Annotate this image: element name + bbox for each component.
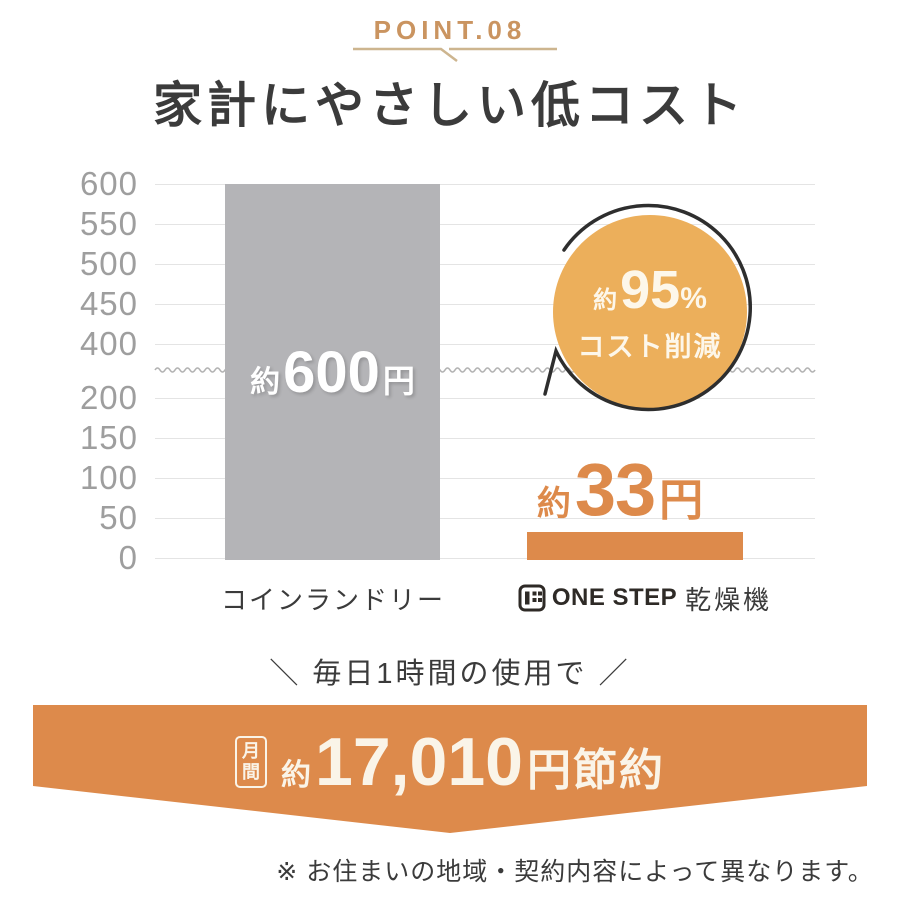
y-axis-tick-label: 50 bbox=[99, 499, 138, 536]
notch-divider-line bbox=[353, 47, 557, 62]
badge-percentage-line: 約 95 % bbox=[593, 259, 707, 321]
usage-condition-note: ＼ 毎日1時間の使用で ／ bbox=[0, 650, 900, 692]
page-title: 家計にやさしい低コスト bbox=[152, 79, 747, 133]
axis-break-wave bbox=[154, 367, 816, 373]
y-axis-tick-label: 600 bbox=[79, 165, 138, 202]
y-axis-tick-label: 500 bbox=[79, 245, 138, 282]
gridline bbox=[155, 478, 815, 479]
value-prefix: 約 bbox=[536, 485, 571, 523]
brand-name: ONE STEP bbox=[551, 584, 678, 611]
gridline bbox=[155, 304, 815, 305]
badge-prefix: 約 bbox=[593, 286, 618, 314]
gridline bbox=[155, 398, 815, 399]
badge-value: 95 bbox=[620, 259, 681, 320]
slash-right: ／ bbox=[598, 658, 631, 690]
amount-suffix: 円節約 bbox=[526, 746, 665, 795]
y-axis-tick-label: 550 bbox=[79, 205, 138, 242]
usage-text: 毎日1時間の使用で bbox=[301, 658, 599, 690]
gridline bbox=[155, 438, 815, 439]
disclaimer-footnote: ※ お住まいの地域・契約内容によって異なります。 bbox=[276, 858, 874, 886]
period-char: 間 bbox=[242, 762, 260, 782]
savings-amount-line: 約 17,010 円節約 bbox=[281, 723, 665, 801]
y-axis-tick-label: 100 bbox=[79, 459, 138, 496]
gridline bbox=[155, 344, 815, 345]
gridline bbox=[155, 558, 815, 559]
gridline bbox=[155, 224, 815, 225]
gridline bbox=[155, 518, 815, 519]
value-number: 600 bbox=[283, 339, 380, 405]
bar-one-step-dryer-value: 約 33 円 bbox=[495, 447, 745, 532]
period-char: 月 bbox=[242, 741, 260, 761]
savings-banner-text: 月 間 約 17,010 円節約 bbox=[0, 724, 900, 800]
gridline bbox=[155, 264, 815, 265]
badge-unit: % bbox=[680, 281, 707, 315]
y-axis-tick-label: 200 bbox=[79, 379, 138, 416]
brand-suffix: 乾燥機 bbox=[685, 584, 773, 615]
amount-value: 17,010 bbox=[315, 724, 523, 800]
y-axis-tick-label: 0 bbox=[118, 539, 138, 576]
value-unit: 円 bbox=[659, 476, 704, 525]
point-number-label: POINT.08 bbox=[373, 15, 527, 45]
y-axis-tick-label: 150 bbox=[79, 419, 138, 456]
value-prefix: 約 bbox=[250, 365, 281, 399]
slash-left: ＼ bbox=[269, 658, 302, 690]
cost-reduction-badge: 約 95 % コスト削減 bbox=[553, 215, 747, 409]
bar-one-step-dryer bbox=[527, 531, 743, 560]
y-axis: 600 550 500 450 400 200 150 100 50 0 bbox=[0, 160, 138, 630]
amount-prefix: 約 bbox=[281, 759, 311, 792]
bar-coin-laundry-value: 約 600 円 bbox=[250, 339, 415, 406]
monthly-period-box: 月 間 bbox=[235, 736, 267, 788]
badge-caption: コスト削減 bbox=[577, 331, 723, 362]
value-number: 33 bbox=[574, 448, 656, 531]
value-unit: 円 bbox=[382, 362, 415, 399]
y-axis-tick-label: 450 bbox=[79, 285, 138, 322]
x-label-one-step-dryer: ONE STEP 乾燥機 bbox=[495, 578, 795, 618]
x-label-coin-laundry: コインランドリー bbox=[220, 584, 445, 615]
gridline bbox=[155, 184, 815, 185]
bar-coin-laundry: 約 600 円 bbox=[225, 184, 440, 560]
y-axis-tick-label: 400 bbox=[79, 325, 138, 362]
cost-comparison-chart: 600 550 500 450 400 200 150 100 50 0 約 600 円 約 33… bbox=[0, 160, 900, 630]
one-step-dryer-door-icon bbox=[518, 584, 546, 612]
